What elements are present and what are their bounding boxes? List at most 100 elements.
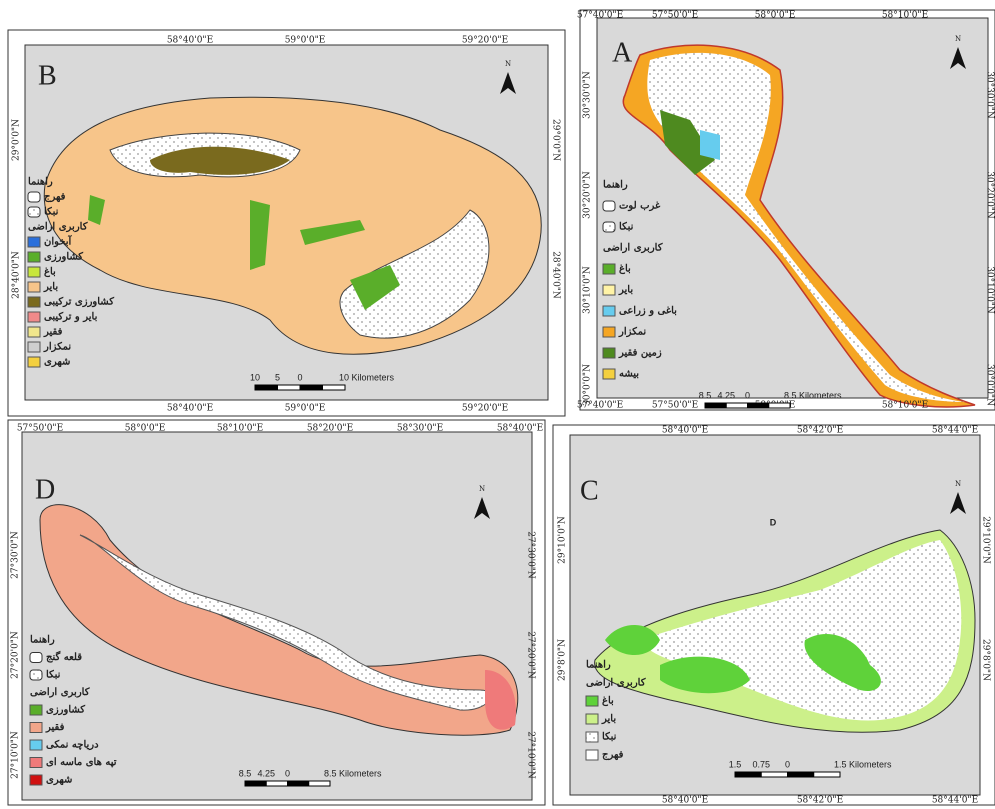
scale-segment xyxy=(255,385,278,390)
legend-swatch xyxy=(30,775,42,785)
scale-segment xyxy=(769,403,790,408)
panel-letter: C xyxy=(580,475,599,506)
latitude-label: 30°10'0"N xyxy=(583,266,593,314)
legend-label: فهرج xyxy=(44,192,66,203)
scale-segment xyxy=(278,385,301,390)
legend-subtitle: کاربری اراضی xyxy=(586,678,646,689)
scale-label: 10 xyxy=(250,372,260,382)
scale-segment xyxy=(323,385,346,390)
legend-swatch xyxy=(30,740,42,750)
legend-title: راهنما xyxy=(586,660,611,671)
longitude-label: 57°50'0"E xyxy=(652,401,698,411)
scale-label: 0 xyxy=(285,768,290,778)
scale-label: 0.75 xyxy=(752,759,770,769)
longitude-label: 58°10'0"E xyxy=(882,11,928,21)
legend-swatch xyxy=(603,306,615,316)
legend-subtitle: کاربری اراضی xyxy=(603,243,663,254)
legend-swatch xyxy=(603,201,615,211)
legend-label: بیشه xyxy=(619,369,639,380)
legend-swatch xyxy=(586,696,598,706)
legend-label: قلعه گنج xyxy=(46,650,82,663)
legend-label: نبکا xyxy=(46,670,61,681)
legend-label: فهرج xyxy=(602,750,624,761)
scale-segment xyxy=(288,781,309,786)
latitude-label: 30°30'0"N xyxy=(985,71,995,119)
scale-label: 0 xyxy=(785,759,790,769)
latitude-label: 30°20'0"N xyxy=(583,171,593,219)
legend-swatch xyxy=(586,750,598,760)
north-label: N xyxy=(955,35,961,43)
latitude-label: 29°10'0"N xyxy=(981,516,991,564)
legend-swatch xyxy=(28,252,40,262)
legend-swatch xyxy=(30,670,42,680)
legend-label: نبکا xyxy=(602,732,617,743)
scale-segment xyxy=(309,781,330,786)
legend-swatch xyxy=(28,357,40,367)
legend-swatch xyxy=(28,312,40,322)
legend-swatch xyxy=(603,327,615,337)
legend-label: شهری xyxy=(44,357,70,368)
scale-segment xyxy=(748,403,769,408)
longitude-label: 58°40'0"E xyxy=(167,404,213,414)
longitude-label: 59°0'0"E xyxy=(285,36,326,46)
longitude-label: 58°10'0"E xyxy=(217,424,263,434)
legend-swatch xyxy=(28,207,40,217)
longitude-label: 59°20'0"E xyxy=(462,404,508,414)
legend-swatch xyxy=(28,342,40,352)
legend-label: نبکا xyxy=(44,207,59,218)
legend-swatch xyxy=(603,264,615,274)
latitude-label: 29°10'0"N xyxy=(558,516,568,564)
legend-swatch xyxy=(28,267,40,277)
legend-label: بایر xyxy=(43,282,58,293)
legend-label: آبخوان xyxy=(44,235,73,248)
legend-label: تپه های ماسه ای xyxy=(46,757,117,768)
panel-letter: D xyxy=(35,474,55,505)
longitude-label: 58°44'0"E xyxy=(932,796,978,806)
latitude-label: 30°30'0"N xyxy=(583,71,593,119)
legend-title: راهنما xyxy=(603,180,628,191)
longitude-label: 58°42'0"E xyxy=(797,796,843,806)
latitude-label: 28°40'0"N xyxy=(12,251,22,299)
scale-label: 8.5 Kilometers xyxy=(784,390,842,400)
longitude-label: 58°40'0"E xyxy=(497,424,543,434)
latitude-label: 28°40'0"N xyxy=(551,251,561,299)
scale-segment xyxy=(705,403,726,408)
latitude-label: 27°30'0"N xyxy=(526,531,536,579)
scale-label: 0 xyxy=(297,372,302,382)
legend-label: نمکزار xyxy=(618,327,646,338)
north-label: N xyxy=(505,60,511,68)
legend-subtitle: کاربری اراضی xyxy=(28,222,88,233)
longitude-label: 57°50'0"E xyxy=(17,424,63,434)
legend-swatch xyxy=(28,192,40,202)
legend-swatch xyxy=(586,714,598,724)
legend-label: دریاچه نمکی xyxy=(46,740,99,751)
legend-swatch xyxy=(28,282,40,292)
legend-label: فقیر xyxy=(45,722,65,733)
legend-label: باغ xyxy=(44,267,56,278)
legend-label: نبکا xyxy=(619,222,634,233)
legend-label: شهری xyxy=(46,775,72,786)
longitude-label: 57°40'0"E xyxy=(577,11,623,21)
longitude-label: 58°20'0"E xyxy=(307,424,353,434)
scale-label: 0 xyxy=(745,390,750,400)
latitude-label: 30°0'0"N xyxy=(985,364,995,406)
scale-segment xyxy=(726,403,747,408)
longitude-label: 58°10'0"E xyxy=(882,401,928,411)
scale-segment xyxy=(300,385,323,390)
longitude-label: 58°30'0"E xyxy=(397,424,443,434)
scale-label: 5 xyxy=(275,372,280,382)
legend-label: کشاورزی ترکیبی xyxy=(44,297,114,308)
legend-label: کشاورزی xyxy=(46,705,85,716)
legend-swatch xyxy=(603,285,615,295)
scale-label: 1.5 Kilometers xyxy=(834,759,892,769)
legend-label: زمین فقیر xyxy=(618,348,662,359)
legend-label: بایر xyxy=(601,714,616,725)
longitude-label: 57°50'0"E xyxy=(652,11,698,21)
scale-segment xyxy=(788,772,814,777)
legend-title: راهنما xyxy=(30,635,55,646)
longitude-label: 58°44'0"E xyxy=(932,426,978,436)
legend-label: باغ xyxy=(602,696,614,707)
legend-label: باغی و زراعی xyxy=(619,306,677,317)
latitude-label: 29°8'0"N xyxy=(981,639,991,681)
legend-swatch xyxy=(603,348,615,358)
